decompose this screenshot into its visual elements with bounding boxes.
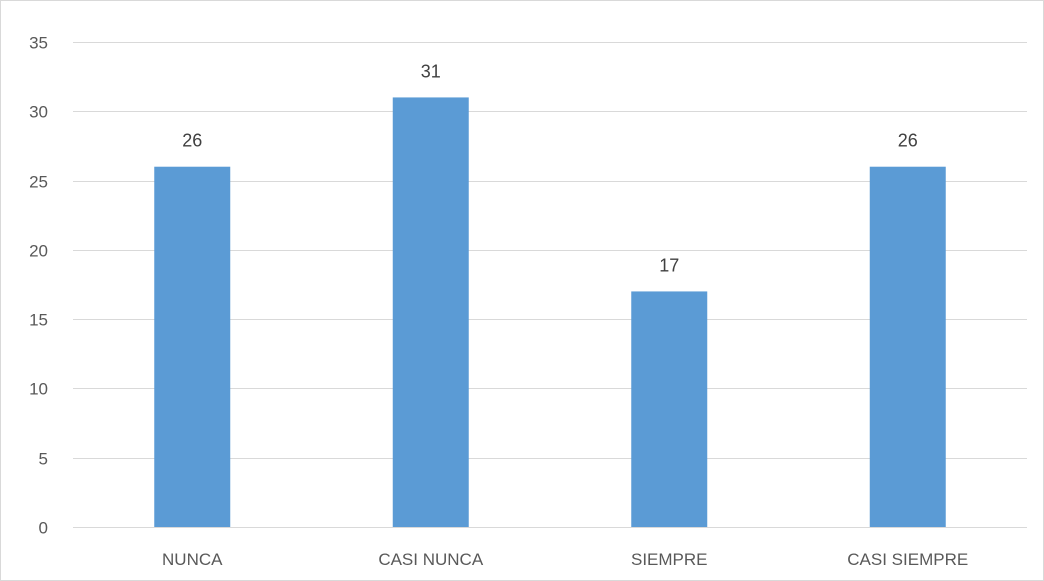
y-tick-label: 15: [29, 311, 48, 330]
y-tick-label: 20: [29, 242, 48, 261]
y-tick-label: 30: [29, 103, 48, 122]
y-tick-label: 35: [29, 34, 48, 53]
gridlines: [73, 42, 1027, 528]
data-label: 31: [421, 61, 441, 81]
y-tick-label: 25: [29, 173, 48, 192]
data-label: 26: [182, 131, 202, 151]
data-label: 17: [659, 255, 679, 275]
bar: [631, 291, 708, 527]
y-axis-tick-labels: 0 5 10 15 20 25 30 35: [29, 34, 48, 538]
y-tick-label: 10: [29, 380, 48, 399]
x-category-label: SIEMPRE: [631, 550, 708, 569]
bar: [154, 166, 231, 527]
bar: [392, 97, 469, 527]
x-axis-category-labels: NUNCA CASI NUNCA SIEMPRE CASI SIEMPRE: [162, 550, 968, 569]
y-tick-label: 5: [39, 450, 48, 469]
y-tick-label: 0: [39, 519, 48, 538]
data-label: 26: [898, 131, 918, 151]
x-category-label: CASI NUNCA: [378, 550, 484, 569]
x-category-label: NUNCA: [162, 550, 223, 569]
bars: [154, 97, 946, 527]
bar: [869, 166, 946, 527]
data-labels: 26 31 17 26: [182, 61, 918, 275]
x-category-label: CASI SIEMPRE: [847, 550, 968, 569]
